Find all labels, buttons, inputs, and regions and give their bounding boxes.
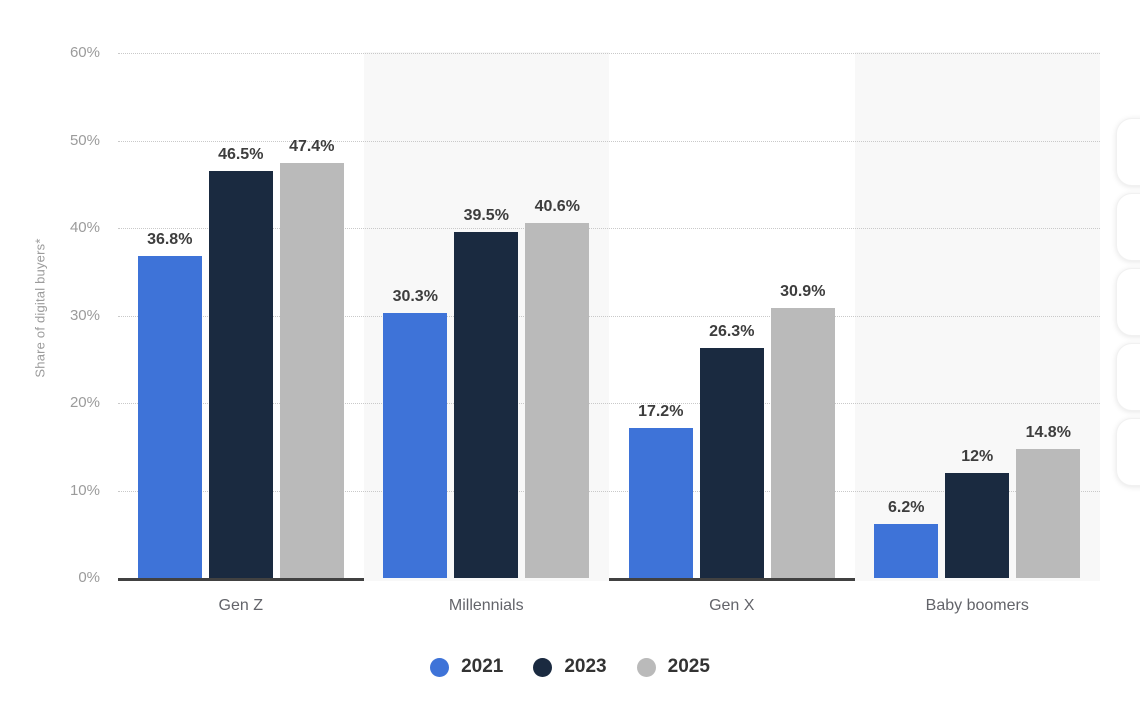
side-button-1[interactable] bbox=[1116, 118, 1140, 186]
legend-label-2025: 2025 bbox=[667, 656, 710, 677]
side-button-4[interactable] bbox=[1116, 343, 1140, 411]
bar-2023-baby-boomers[interactable] bbox=[945, 473, 1010, 578]
bar-value-label-2025-baby-boomers: 14.8% bbox=[1025, 423, 1071, 441]
side-toolbar bbox=[1116, 118, 1140, 493]
bar-value-label-2021-gen-x: 17.2% bbox=[638, 402, 684, 420]
y-tick-label-30: 30% bbox=[69, 306, 100, 324]
bar-value-label-2021-millennials: 30.3% bbox=[392, 287, 438, 305]
bar-value-label-2023-gen-z: 46.5% bbox=[218, 146, 264, 164]
bar-value-label-2021-baby-boomers: 6.2% bbox=[888, 498, 925, 516]
bar-2023-gen-x[interactable] bbox=[699, 347, 764, 578]
y-tick-label-10: 10% bbox=[69, 481, 100, 499]
legend: 2021 2023 2025 bbox=[0, 648, 1140, 686]
legend-item-2023[interactable]: 2023 bbox=[533, 656, 607, 678]
bar-2021-gen-z[interactable] bbox=[137, 256, 202, 578]
side-button-3[interactable] bbox=[1116, 268, 1140, 336]
side-button-2[interactable] bbox=[1116, 193, 1140, 261]
gridline-60 bbox=[118, 53, 1100, 54]
legend-item-2021[interactable]: 2021 bbox=[430, 656, 503, 678]
gridline-20 bbox=[118, 403, 1100, 404]
legend-label-2023: 2023 bbox=[564, 656, 607, 677]
category-label-gen-x: Gen X bbox=[709, 597, 755, 614]
bar-value-label-2023-baby-boomers: 12% bbox=[961, 448, 994, 465]
legend-item-2025[interactable]: 2025 bbox=[636, 656, 710, 678]
bar-2021-millennials[interactable] bbox=[383, 312, 448, 578]
gridline-10 bbox=[118, 490, 1100, 492]
legend-color-dot-2021 bbox=[430, 657, 450, 677]
bar-2025-baby-boomers[interactable] bbox=[1016, 448, 1081, 578]
category-label-millennials: Millennials bbox=[448, 597, 524, 614]
bar-2023-millennials[interactable] bbox=[454, 232, 519, 578]
y-tick-label-20: 20% bbox=[69, 394, 100, 411]
x-axis-line bbox=[118, 578, 1100, 581]
bar-value-label-2021-gen-z: 36.8% bbox=[147, 231, 193, 248]
bar-2025-gen-x[interactable] bbox=[770, 307, 835, 578]
legend-label-2021: 2021 bbox=[461, 656, 504, 677]
bar-value-label-2023-gen-x: 26.3% bbox=[709, 322, 755, 340]
y-tick-label-0: 0% bbox=[78, 569, 100, 586]
bar-value-label-2025-gen-x: 30.9% bbox=[780, 282, 826, 300]
bar-2025-millennials[interactable] bbox=[525, 222, 590, 578]
bar-2023-gen-z[interactable] bbox=[208, 171, 273, 578]
gridline-50 bbox=[118, 140, 1100, 142]
bar-2021-baby-boomers[interactable] bbox=[874, 523, 939, 578]
gridline-40 bbox=[118, 228, 1100, 229]
category-label-baby-boomers: Baby boomers bbox=[925, 597, 1029, 614]
side-button-5[interactable] bbox=[1116, 418, 1140, 486]
y-tick-label-50: 50% bbox=[69, 131, 100, 149]
bar-value-label-2025-millennials: 40.6% bbox=[534, 197, 580, 215]
category-label-gen-z: Gen Z bbox=[218, 597, 263, 614]
legend-color-dot-2023 bbox=[533, 657, 553, 677]
bar-value-label-2025-gen-z: 47.4% bbox=[289, 138, 335, 156]
plot-area: 36.8% 30.3% 17.2% 6.2% 46.5% 39.5% 26.3% 12% 47.… bbox=[118, 0, 1100, 581]
bar-value-label-2023-millennials: 39.5% bbox=[463, 207, 509, 225]
bar-2021-gen-x[interactable] bbox=[628, 427, 693, 578]
y-tick-label-60: 60% bbox=[69, 44, 100, 61]
bar-2025-gen-z[interactable] bbox=[279, 163, 344, 578]
legend-color-dot-2025 bbox=[636, 657, 656, 677]
y-tick-label-40: 40% bbox=[69, 219, 100, 236]
gridline-30 bbox=[118, 315, 1100, 317]
